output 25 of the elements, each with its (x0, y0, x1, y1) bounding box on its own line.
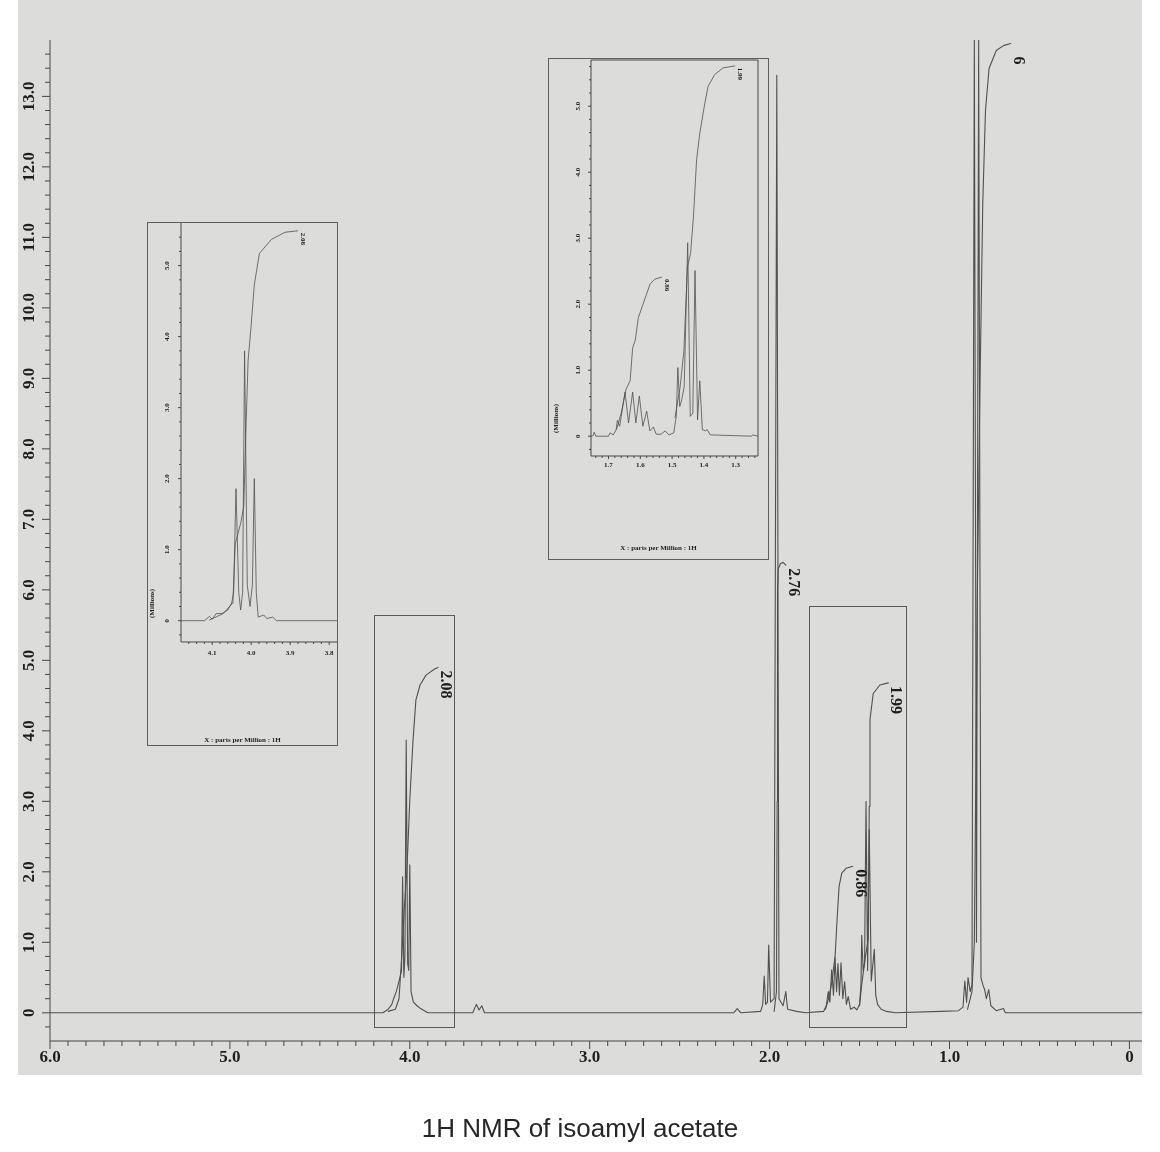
x-tick-label: 5.0 (219, 1047, 241, 1067)
y-tick-label: 0 (19, 1008, 39, 1018)
y-tick-label: 11.0 (19, 222, 39, 252)
text: 1H NMR of isoamyl acetate (420, 1112, 740, 1145)
annotation: 0.86 (852, 869, 870, 898)
y-tick-label: 4.0 (19, 720, 39, 742)
y-tick-label: 10.0 (19, 293, 39, 323)
y-tick-label: 6.0 (19, 579, 39, 601)
x-tick-label: 0 (1125, 1047, 1134, 1067)
annotation: 2.76 (785, 568, 803, 597)
y-tick-label: 2.0 (19, 861, 39, 883)
annotation: 2.08 (437, 670, 455, 699)
x-tick-label: 2.0 (758, 1047, 781, 1067)
y-tick-label: 8.0 (19, 438, 39, 460)
annotation: 6 (1010, 56, 1028, 65)
x-tick-label: 4.0 (399, 1047, 421, 1067)
x-tick-label: 1.0 (938, 1047, 961, 1067)
y-tick-label: 3.0 (19, 790, 39, 812)
annotation: 1.99 (888, 685, 906, 714)
x-tick-label: 6.0 (39, 1047, 61, 1067)
y-tick-label: 9.0 (19, 367, 39, 389)
y-tick-label: 13.0 (19, 81, 39, 112)
y-tick-label: 7.0 (19, 508, 39, 530)
y-tick-label: 12.0 (19, 152, 39, 182)
y-tick-label: 1.0 (19, 931, 39, 953)
